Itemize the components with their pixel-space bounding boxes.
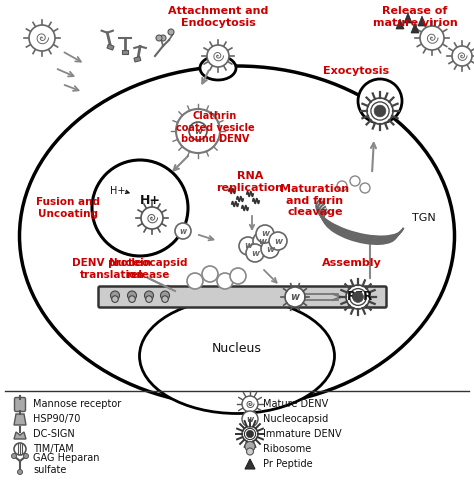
Circle shape xyxy=(245,441,255,451)
Circle shape xyxy=(246,244,264,262)
Circle shape xyxy=(269,232,287,250)
Ellipse shape xyxy=(200,56,236,80)
Text: Nucleocapsid
release: Nucleocapsid release xyxy=(109,258,187,279)
Ellipse shape xyxy=(19,66,455,406)
Circle shape xyxy=(202,266,218,282)
Circle shape xyxy=(253,232,271,250)
Circle shape xyxy=(156,35,162,41)
Circle shape xyxy=(29,25,55,51)
Circle shape xyxy=(128,291,137,300)
Circle shape xyxy=(256,225,274,243)
Text: w: w xyxy=(274,237,282,245)
Circle shape xyxy=(11,453,17,458)
Circle shape xyxy=(285,287,305,307)
Text: w: w xyxy=(291,292,300,302)
Circle shape xyxy=(92,160,188,256)
Circle shape xyxy=(146,296,152,302)
Circle shape xyxy=(261,240,279,258)
Text: w: w xyxy=(244,242,252,250)
Circle shape xyxy=(217,273,233,289)
Circle shape xyxy=(230,268,246,284)
Text: Clathrin
coated vesicle
bound DENV: Clathrin coated vesicle bound DENV xyxy=(176,111,255,144)
Circle shape xyxy=(420,26,444,50)
Text: w: w xyxy=(261,229,269,239)
Circle shape xyxy=(350,176,360,186)
Ellipse shape xyxy=(139,298,335,414)
Circle shape xyxy=(246,448,254,455)
Text: Pr Peptide: Pr Peptide xyxy=(263,459,313,469)
Text: w: w xyxy=(180,226,187,236)
Text: Release of
mature virion: Release of mature virion xyxy=(373,6,457,28)
Text: RNA
replication: RNA replication xyxy=(217,171,283,192)
Text: Mannose receptor: Mannose receptor xyxy=(33,399,121,409)
Text: Immature DENV: Immature DENV xyxy=(263,429,342,439)
Text: Attachment and
Endocytosis: Attachment and Endocytosis xyxy=(168,6,268,28)
Circle shape xyxy=(160,35,166,41)
Circle shape xyxy=(161,291,170,300)
Text: w: w xyxy=(194,126,202,136)
Polygon shape xyxy=(14,432,26,439)
Polygon shape xyxy=(245,459,255,469)
Text: w: w xyxy=(251,248,259,258)
Circle shape xyxy=(112,296,118,302)
Bar xyxy=(122,50,128,54)
Text: TIM/TAM: TIM/TAM xyxy=(33,444,74,454)
Circle shape xyxy=(358,79,402,123)
Circle shape xyxy=(367,98,393,124)
Circle shape xyxy=(145,291,154,300)
Text: w: w xyxy=(258,237,266,245)
Circle shape xyxy=(129,296,135,302)
Circle shape xyxy=(110,291,119,300)
Circle shape xyxy=(346,285,370,309)
Circle shape xyxy=(242,426,258,442)
Text: w: w xyxy=(266,244,274,254)
Circle shape xyxy=(360,183,370,193)
Text: Maturation
and furin
cleavage: Maturation and furin cleavage xyxy=(281,184,349,217)
Polygon shape xyxy=(14,414,26,425)
Circle shape xyxy=(189,122,207,140)
Circle shape xyxy=(207,45,229,67)
FancyBboxPatch shape xyxy=(15,398,26,412)
Text: Ribosome: Ribosome xyxy=(263,444,311,454)
Circle shape xyxy=(242,396,258,412)
Circle shape xyxy=(187,273,203,289)
Circle shape xyxy=(452,46,472,66)
Text: HSP90/70: HSP90/70 xyxy=(33,414,81,424)
Circle shape xyxy=(374,105,386,117)
Circle shape xyxy=(353,292,364,302)
Bar xyxy=(134,56,141,62)
Circle shape xyxy=(176,109,220,153)
Circle shape xyxy=(24,453,28,458)
Polygon shape xyxy=(396,19,404,29)
Text: Nucleus: Nucleus xyxy=(212,342,262,354)
Text: H+: H+ xyxy=(110,186,126,196)
Text: DENV protein
translation: DENV protein translation xyxy=(73,258,152,279)
Text: Exocytosis: Exocytosis xyxy=(323,66,389,76)
FancyBboxPatch shape xyxy=(99,287,386,308)
Text: Assembly: Assembly xyxy=(322,258,382,268)
Circle shape xyxy=(168,29,174,35)
Text: Nucleocapsid: Nucleocapsid xyxy=(263,414,328,424)
Polygon shape xyxy=(404,13,412,23)
Circle shape xyxy=(239,237,257,255)
Text: GAG Heparan
sulfate: GAG Heparan sulfate xyxy=(33,453,100,475)
Polygon shape xyxy=(418,16,426,26)
Circle shape xyxy=(18,469,22,474)
Circle shape xyxy=(175,223,191,239)
Circle shape xyxy=(242,411,258,427)
Text: DC-SIGN: DC-SIGN xyxy=(33,429,75,439)
Circle shape xyxy=(141,207,163,229)
Circle shape xyxy=(162,296,168,302)
Text: Fusion and
Uncoating: Fusion and Uncoating xyxy=(36,197,100,219)
Text: H+: H+ xyxy=(139,194,161,208)
Polygon shape xyxy=(411,23,419,33)
Text: Mature DENV: Mature DENV xyxy=(263,399,328,409)
Circle shape xyxy=(337,181,347,191)
Text: TGN: TGN xyxy=(412,213,436,223)
Text: RER: RER xyxy=(347,291,373,303)
Circle shape xyxy=(246,431,254,437)
Text: w: w xyxy=(246,415,254,423)
Bar xyxy=(107,44,114,50)
